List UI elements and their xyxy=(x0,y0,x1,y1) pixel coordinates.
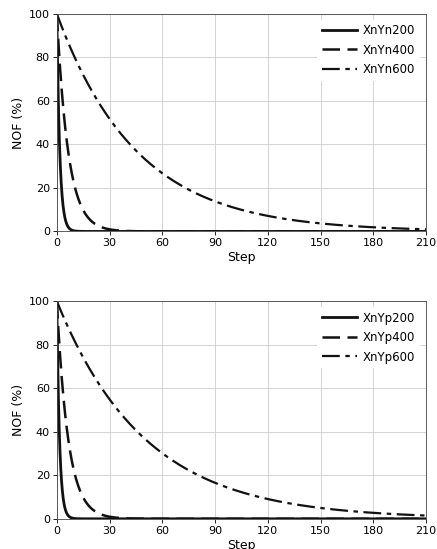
XnYn400 xyxy=(54,10,59,17)
XnYp400 xyxy=(94,509,99,516)
XnYn600 xyxy=(387,225,392,231)
XnYn400 xyxy=(198,228,203,235)
XnYn200 xyxy=(387,228,392,235)
X-axis label: Step: Step xyxy=(227,251,256,264)
XnYp400 xyxy=(212,516,218,522)
XnYn600 xyxy=(94,96,99,102)
XnYn600 xyxy=(212,198,218,205)
XnYn400 xyxy=(338,228,343,235)
XnYp600 xyxy=(338,507,343,513)
XnYp200 xyxy=(292,516,297,522)
XnYn600 xyxy=(338,222,343,228)
XnYn400 xyxy=(387,228,392,235)
XnYp600 xyxy=(198,473,203,479)
XnYp200 xyxy=(423,516,429,522)
XnYn200 xyxy=(54,10,59,17)
XnYp200 xyxy=(338,516,343,522)
Line: XnYn400: XnYn400 xyxy=(57,14,426,232)
XnYn200 xyxy=(198,228,203,235)
XnYp600 xyxy=(423,512,429,519)
X-axis label: Step: Step xyxy=(227,539,256,549)
XnYp600 xyxy=(387,511,392,517)
XnYp200 xyxy=(94,516,99,522)
XnYn200 xyxy=(94,228,99,235)
Line: XnYp400: XnYp400 xyxy=(57,301,426,519)
XnYp600 xyxy=(94,377,99,383)
XnYn600 xyxy=(198,192,203,199)
XnYp200 xyxy=(54,298,59,304)
Y-axis label: NOF (%): NOF (%) xyxy=(12,384,25,436)
XnYn600 xyxy=(54,10,59,17)
XnYn600 xyxy=(423,226,429,233)
XnYp400 xyxy=(338,516,343,522)
XnYn200 xyxy=(423,228,429,235)
Y-axis label: NOF (%): NOF (%) xyxy=(12,97,25,149)
Line: XnYn200: XnYn200 xyxy=(57,14,426,232)
XnYp200 xyxy=(387,516,392,522)
XnYp200 xyxy=(198,516,203,522)
XnYp400 xyxy=(387,516,392,522)
XnYn200 xyxy=(338,228,343,235)
XnYn400 xyxy=(94,221,99,228)
XnYp400 xyxy=(292,516,297,522)
Legend: XnYn200, XnYn400, XnYn600: XnYn200, XnYn400, XnYn600 xyxy=(317,20,420,81)
Line: XnYp200: XnYp200 xyxy=(57,301,426,519)
Line: XnYp600: XnYp600 xyxy=(57,301,426,516)
XnYp600 xyxy=(292,501,297,507)
XnYp600 xyxy=(212,479,218,486)
XnYp400 xyxy=(54,298,59,304)
XnYp200 xyxy=(212,516,218,522)
XnYn200 xyxy=(292,228,297,235)
XnYn400 xyxy=(292,228,297,235)
XnYp400 xyxy=(198,516,203,522)
XnYp400 xyxy=(423,516,429,522)
XnYn400 xyxy=(423,228,429,235)
XnYn200 xyxy=(212,228,218,235)
Legend: XnYp200, XnYp400, XnYp600: XnYp200, XnYp400, XnYp600 xyxy=(317,307,420,368)
XnYp600 xyxy=(54,298,59,304)
XnYn600 xyxy=(292,217,297,223)
XnYn400 xyxy=(212,228,218,235)
Line: XnYn600: XnYn600 xyxy=(57,14,426,229)
